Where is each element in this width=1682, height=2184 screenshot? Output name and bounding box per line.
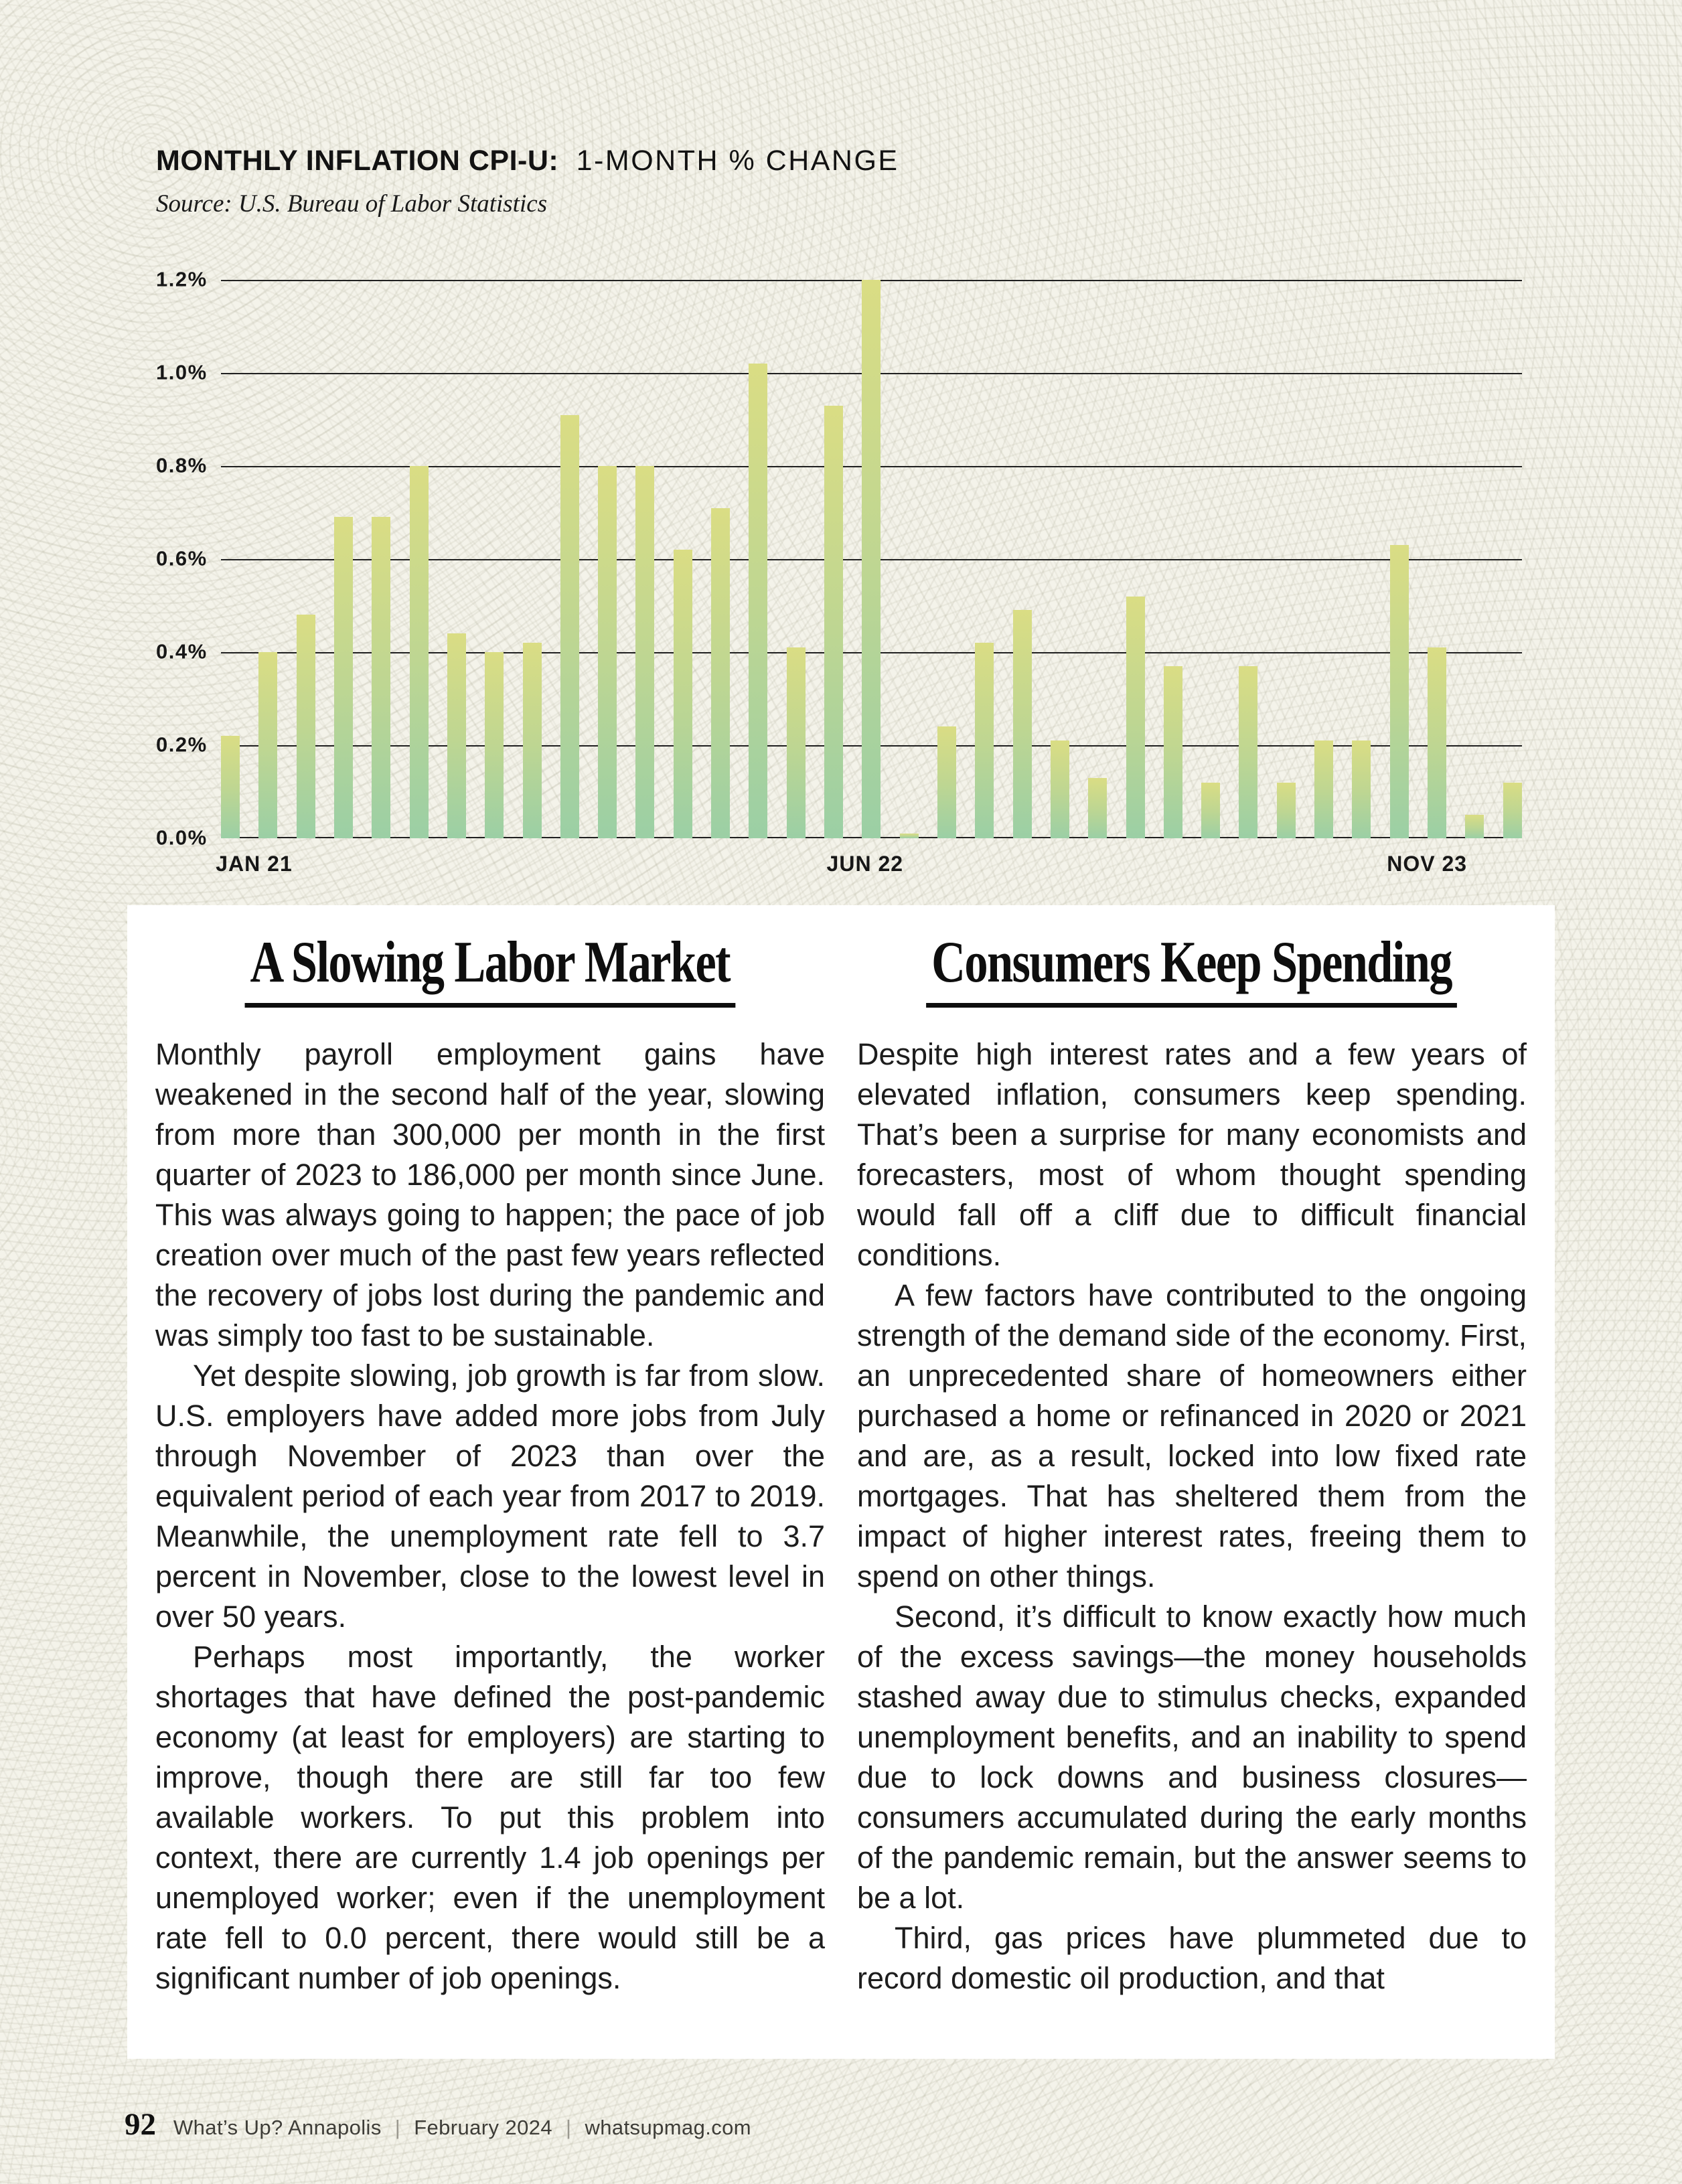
bar-nov-22	[1050, 740, 1069, 838]
article-paragraph: Second, it’s difficult to know exactly h…	[857, 1600, 1527, 1915]
x-tick-label: NOV 23	[1387, 852, 1468, 876]
y-tick-label: 0.8%	[156, 453, 208, 477]
chart-source: Source: U.S. Bureau of Labor Statistics	[156, 190, 548, 218]
bar-jan-21	[221, 736, 240, 838]
bar-apr-22	[786, 647, 806, 838]
chart-title: MONTHLY INFLATION CPI-U: 1-MONTH % CHANG…	[156, 145, 899, 177]
bar-aug-21	[485, 652, 504, 838]
bar-jul-22	[899, 834, 919, 838]
bar-mar-23	[1201, 782, 1221, 838]
bar-nov-23	[1503, 782, 1522, 838]
bar-may-21	[372, 517, 391, 838]
bar-dec-22	[1088, 777, 1107, 838]
article-paragraph: Perhaps most importantly, the worker sho…	[155, 1640, 825, 1995]
bar-jun-23	[1314, 740, 1334, 838]
article-panel: A Slowing Labor Market Monthly payroll em…	[127, 905, 1555, 2059]
article-headline: A Slowing Labor Market	[244, 933, 736, 1008]
x-tick-label: JAN 21	[216, 852, 293, 876]
y-tick-label: 0.2%	[156, 732, 208, 757]
article-columns: A Slowing Labor Market Monthly payroll em…	[155, 928, 1527, 1999]
article-column-1: A Slowing Labor Market Monthly payroll em…	[155, 928, 825, 1999]
bar-aug-22	[937, 726, 956, 838]
bar-oct-22	[1012, 610, 1032, 838]
bar-mar-22	[749, 364, 768, 838]
bars	[221, 280, 1522, 838]
bar-mar-21	[296, 615, 315, 838]
bar-sep-21	[522, 643, 542, 838]
footer-item: February 2024	[414, 2116, 553, 2139]
y-axis-labels: 1.2% 1.0% 0.8% 0.6% 0.4% 0.2% 0.0%	[156, 267, 220, 849]
bar-oct-21	[560, 414, 579, 838]
bar-jul-23	[1352, 740, 1371, 838]
bar-jul-21	[447, 633, 466, 838]
article-paragraph: Monthly payroll employment gains have we…	[155, 1037, 825, 1352]
bar-dec-21	[635, 466, 655, 838]
article-headline: Consumers Keep Spending	[926, 933, 1458, 1008]
article-paragraph: Third, gas prices have plummeted due to …	[857, 1921, 1527, 1995]
chart-title-bold: MONTHLY INFLATION CPI-U:	[156, 145, 559, 177]
bar-sep-23	[1428, 647, 1446, 838]
bar-apr-21	[333, 517, 353, 838]
footer-item: whatsupmag.com	[585, 2116, 752, 2139]
y-tick-label: 1.0%	[156, 360, 208, 384]
bar-nov-21	[598, 466, 617, 838]
bar-chart-plot	[221, 280, 1522, 838]
bar-jan-23	[1126, 596, 1145, 838]
article-paragraph: Despite high interest rates and a few ye…	[857, 1037, 1527, 1272]
bar-may-22	[824, 405, 843, 838]
bar-jun-21	[409, 466, 429, 838]
x-axis-labels: JAN 21 JUN 22 NOV 23	[216, 852, 1522, 880]
article-headline-wrap: A Slowing Labor Market	[155, 933, 825, 1008]
article-column-2: Consumers Keep Spending Despite high inte…	[857, 928, 1527, 1999]
chart-title-regular-text: 1-MONTH % CHANGE	[576, 145, 899, 177]
bar-oct-23	[1465, 815, 1484, 838]
bar-jan-22	[673, 550, 692, 838]
article-paragraph: Yet despite slowing, job growth is far f…	[155, 1358, 825, 1634]
x-tick-label: JUN 22	[826, 852, 904, 876]
y-tick-label: 0.4%	[156, 639, 208, 664]
bar-apr-23	[1239, 666, 1258, 838]
chart-title-regular	[566, 145, 576, 177]
bar-feb-22	[711, 508, 731, 838]
footer-separator: |	[566, 2116, 572, 2139]
footer-items: What’s Up? Annapolis | February 2024 | whats…	[173, 2116, 751, 2140]
bar-feb-23	[1163, 666, 1182, 838]
article-headline-wrap: Consumers Keep Spending	[857, 933, 1527, 1008]
bar-aug-23	[1389, 545, 1409, 838]
bar-feb-21	[258, 652, 278, 838]
bar-jun-22	[862, 280, 881, 838]
y-tick-label: 0.0%	[156, 826, 208, 850]
y-tick-label: 1.2%	[156, 267, 208, 291]
page-footer: 92 What’s Up? Annapolis | February 2024 | wh…	[125, 2106, 751, 2142]
page-number: 92	[125, 2107, 156, 2142]
article-paragraph: A few factors have contributed to the on…	[857, 1278, 1527, 1593]
y-tick-label: 0.6%	[156, 546, 208, 570]
footer-item: What’s Up? Annapolis	[173, 2116, 382, 2139]
footer-separator: |	[394, 2116, 401, 2139]
bar-sep-22	[975, 643, 994, 838]
bar-may-23	[1276, 782, 1296, 838]
